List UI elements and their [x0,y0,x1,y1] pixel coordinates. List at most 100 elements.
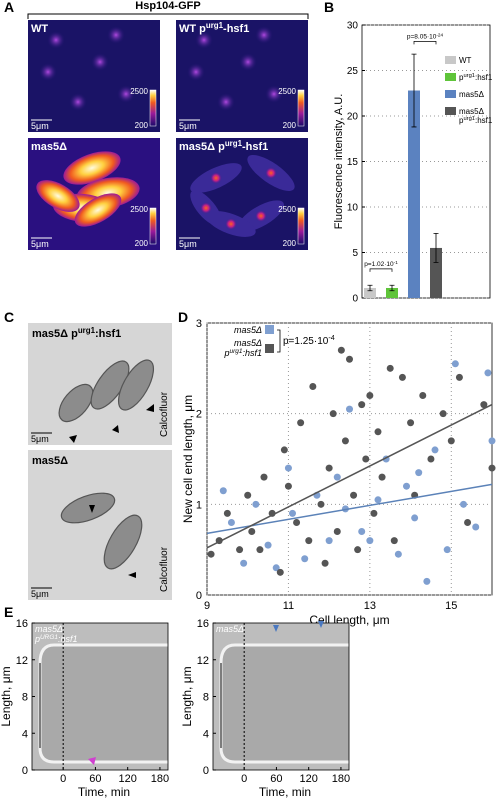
point [419,392,427,400]
y-axis-label: Length, μm [180,666,194,726]
panel-label: B [324,0,334,15]
text-piece: -hsf1 [242,141,268,153]
y-axis-label: Length, μm [0,666,13,726]
y-axis-label: New cell end length, μm [181,395,195,523]
cell-focus [265,167,277,179]
error-bar [411,53,417,128]
cell-focus [187,63,205,81]
point [252,500,260,508]
point [398,373,406,381]
cell-focus [39,63,57,81]
text-piece: :hsf1 [242,348,262,358]
fit-line [206,483,493,535]
y-tick-label: 30 [347,21,359,32]
bar [430,247,442,298]
y-tick-label: 2 [196,409,202,421]
text-piece: mas5Δ [31,141,67,153]
x-tick-label: 0 [60,773,66,785]
legend-swatch [445,90,456,98]
cell-focus [225,218,237,230]
arrow [89,505,95,513]
text-piece: :hsf1 [58,634,78,644]
scale-label: 5μm [179,121,197,131]
point [358,528,366,536]
point [333,473,341,481]
colorbar-min: 200 [283,121,297,130]
arrow [273,625,279,632]
kymograph-label: pURG1:hsf1 [34,634,78,645]
cell [60,492,116,524]
point [325,464,333,472]
text-piece: mas5Δ [35,624,63,634]
point [260,473,268,481]
text-piece: WT [31,23,48,35]
colorbar-min: 200 [135,239,149,248]
point [390,537,398,545]
y-tick-label: 15 [347,157,359,168]
y-tick-label: 1 [196,499,202,511]
y-tick-label: 0 [352,294,358,305]
point [272,564,280,572]
point [378,473,386,481]
point [484,369,492,377]
cell-focus [210,172,222,184]
bracket [27,13,309,19]
x-tick-label: 180 [151,773,169,785]
legend-label: purg1:hsf1 [224,348,262,359]
x-axis-label: Time, min [259,785,311,799]
y-tick-label: 16 [197,618,209,630]
superscript: -1 [394,259,399,264]
legend-swatch [445,107,456,115]
x-tick-label: 60 [270,773,282,785]
point [488,464,496,472]
text-piece: mas5Δ p [32,328,78,340]
cell-focus [255,210,267,222]
panel-label: C [4,309,14,325]
point [443,546,451,554]
point [451,360,459,368]
arrow [69,435,77,443]
point [309,382,317,390]
superscript: URG1 [40,634,58,641]
text-piece: WT [459,56,472,65]
x-axis-label: Time, min [78,785,130,799]
panel-title: Hsp104-GFP [135,0,200,12]
point [366,537,374,545]
p-value: p=1.25·10-4 [283,333,335,348]
text-piece: -hsf1 [223,23,249,35]
cell-outline [38,643,168,764]
x-tick-label: 0 [241,773,247,785]
point [358,401,366,409]
cell-focus [47,31,65,49]
cell-focus [69,93,87,111]
point [333,528,341,536]
superscript: urg1 [78,326,96,335]
point [447,437,455,445]
text-piece: p=1.25·10 [283,336,329,347]
fit-line [206,403,493,549]
cell [58,383,94,423]
x-tick-label: 60 [89,773,101,785]
point [374,496,382,504]
point [439,410,447,418]
text-piece: :hsf1 [475,116,493,125]
point [223,509,231,517]
point [317,500,325,508]
image-label: WT [31,23,48,35]
point [415,469,423,477]
point [411,514,419,522]
point [227,518,235,526]
point [301,555,309,563]
y-tick-label: 0 [196,590,202,602]
image-label: mas5Δ [31,141,67,153]
superscript: -4 [328,333,334,342]
superscript: -24 [436,32,443,37]
point [346,405,353,413]
scale-label: 5μm [31,121,49,131]
point [244,491,252,499]
point [370,509,378,517]
colorbar [149,89,157,127]
point [354,546,362,554]
text-piece: :hsf1 [475,73,493,82]
colorbar [149,207,157,245]
